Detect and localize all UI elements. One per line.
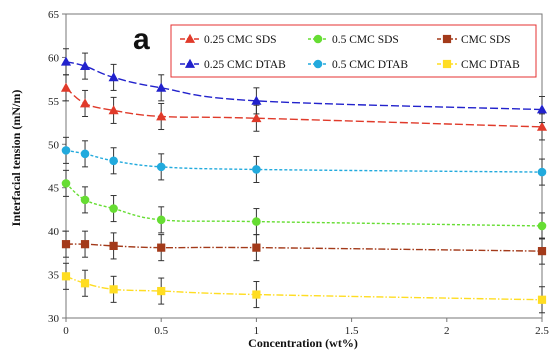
legend-item: CMC SDS [437,34,511,46]
panel-label: a [133,23,150,56]
y-tick-label: 45 [48,183,60,195]
data-point [60,56,72,66]
series-1 [61,169,547,240]
data-point [61,240,71,249]
x-tick-label: 1.5 [345,325,359,337]
data-point [109,204,118,213]
y-tick-label: 50 [48,139,60,151]
data-point [60,82,72,92]
legend-item: 0.5 CMC SDS [308,34,399,46]
data-point [252,217,261,226]
data-point [157,286,166,296]
data-point [109,156,118,166]
data-point [537,247,547,256]
data-point [80,279,90,288]
series-2 [61,230,547,265]
data-point [156,111,167,121]
data-point [156,215,166,225]
series-line [65,275,543,301]
legend-label: CMC DTAB [461,59,520,71]
series-0 [60,74,548,141]
legend-item: 0.25 CMC SDS [180,33,277,46]
ticks-layer: 30 35 40 45 50 55 60 65 0 0.5 1 1.5 2 2.5 [48,9,549,337]
legend-label: 0.5 CMC DTAB [332,59,408,71]
legend-label: CMC SDS [461,34,511,46]
legend-item: 0.25 CMC DTAB [180,58,286,71]
data-point [108,105,119,115]
series-line [65,243,543,252]
y-tick-label: 30 [48,313,60,325]
legend-marker [184,33,196,43]
legend-marker [442,59,452,69]
legend-marker [442,34,452,44]
x-axis-title: Concentration (wt%) [248,336,358,350]
legend-label: 0.25 CMC SDS [204,34,277,46]
data-point [108,72,119,82]
data-point [537,167,547,177]
data-point [537,221,547,231]
data-point [251,95,262,105]
legend-marker [184,58,196,68]
y-tick-label: 40 [48,226,60,238]
data-point [80,195,90,205]
series-3 [60,48,548,124]
series-line [65,149,543,173]
series-line [65,182,543,227]
data-point [61,179,71,188]
data-point [79,60,91,70]
x-tick-label: 2 [444,325,450,337]
data-point [109,285,118,294]
data-point [157,243,166,252]
data-point [537,295,547,304]
legend-item: CMC DTAB [437,59,520,71]
x-tick-label: 2.5 [535,325,549,337]
data-point [252,243,261,252]
legend-item: 0.5 CMC DTAB [308,59,408,71]
series-5 [61,262,547,314]
data-point [156,82,167,92]
data-point [109,241,118,251]
x-tick-label: 0.5 [154,325,168,337]
y-tick-label: 55 [48,96,60,108]
legend-label: 0.5 CMC SDS [332,34,399,46]
legend-label: 0.25 CMC DTAB [204,59,286,71]
x-tick-label: 1 [254,325,260,337]
legend-marker [313,59,323,69]
y-tick-label: 65 [48,9,60,21]
data-point [80,149,90,159]
data-point [156,162,166,172]
data-point [536,104,548,114]
legend-box [170,24,537,78]
y-tick-label: 60 [48,52,60,64]
legend-marker [313,34,323,44]
data-point [61,146,71,155]
data-point [251,112,262,123]
data-point [252,290,261,299]
data-point [61,272,71,281]
data-point [536,121,548,131]
data-point [80,240,90,249]
data-point [252,165,261,174]
series-layer [60,48,548,314]
x-tick-label: 0 [63,325,69,337]
series-4 [61,136,547,186]
y-tick-label: 35 [48,270,60,282]
legend: 0.25 CMC SDS 0.5 CMC SDS CMC SDS 0.25 CMC D… [180,33,520,71]
y-axis-title: Interfacial tension (mN/m) [9,90,23,227]
data-point [79,98,91,108]
